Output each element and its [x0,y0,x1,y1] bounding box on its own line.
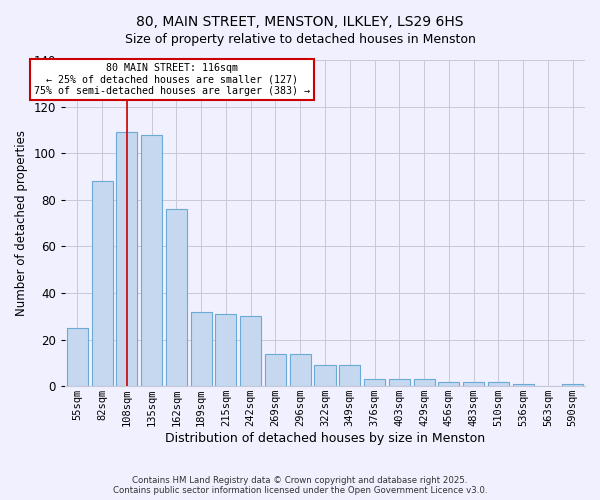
Bar [166,209,187,386]
Bar [364,379,385,386]
Bar [290,354,311,386]
Bar [488,382,509,386]
Bar [215,314,236,386]
Bar [463,382,484,386]
Y-axis label: Number of detached properties: Number of detached properties [15,130,28,316]
Bar [116,132,137,386]
Bar [438,382,460,386]
Text: Contains HM Land Registry data © Crown copyright and database right 2025.
Contai: Contains HM Land Registry data © Crown c… [113,476,487,495]
Bar [240,316,261,386]
Bar [314,365,335,386]
Bar [339,365,360,386]
Bar [389,379,410,386]
Text: Size of property relative to detached houses in Menston: Size of property relative to detached ho… [125,32,475,46]
Bar [562,384,583,386]
Bar [413,379,434,386]
Bar [141,134,162,386]
Text: 80 MAIN STREET: 116sqm
← 25% of detached houses are smaller (127)
75% of semi-de: 80 MAIN STREET: 116sqm ← 25% of detached… [34,64,310,96]
Text: 80, MAIN STREET, MENSTON, ILKLEY, LS29 6HS: 80, MAIN STREET, MENSTON, ILKLEY, LS29 6… [136,15,464,29]
Bar [191,312,212,386]
Bar [92,181,113,386]
Bar [67,328,88,386]
X-axis label: Distribution of detached houses by size in Menston: Distribution of detached houses by size … [165,432,485,445]
Bar [512,384,533,386]
Bar [265,354,286,386]
